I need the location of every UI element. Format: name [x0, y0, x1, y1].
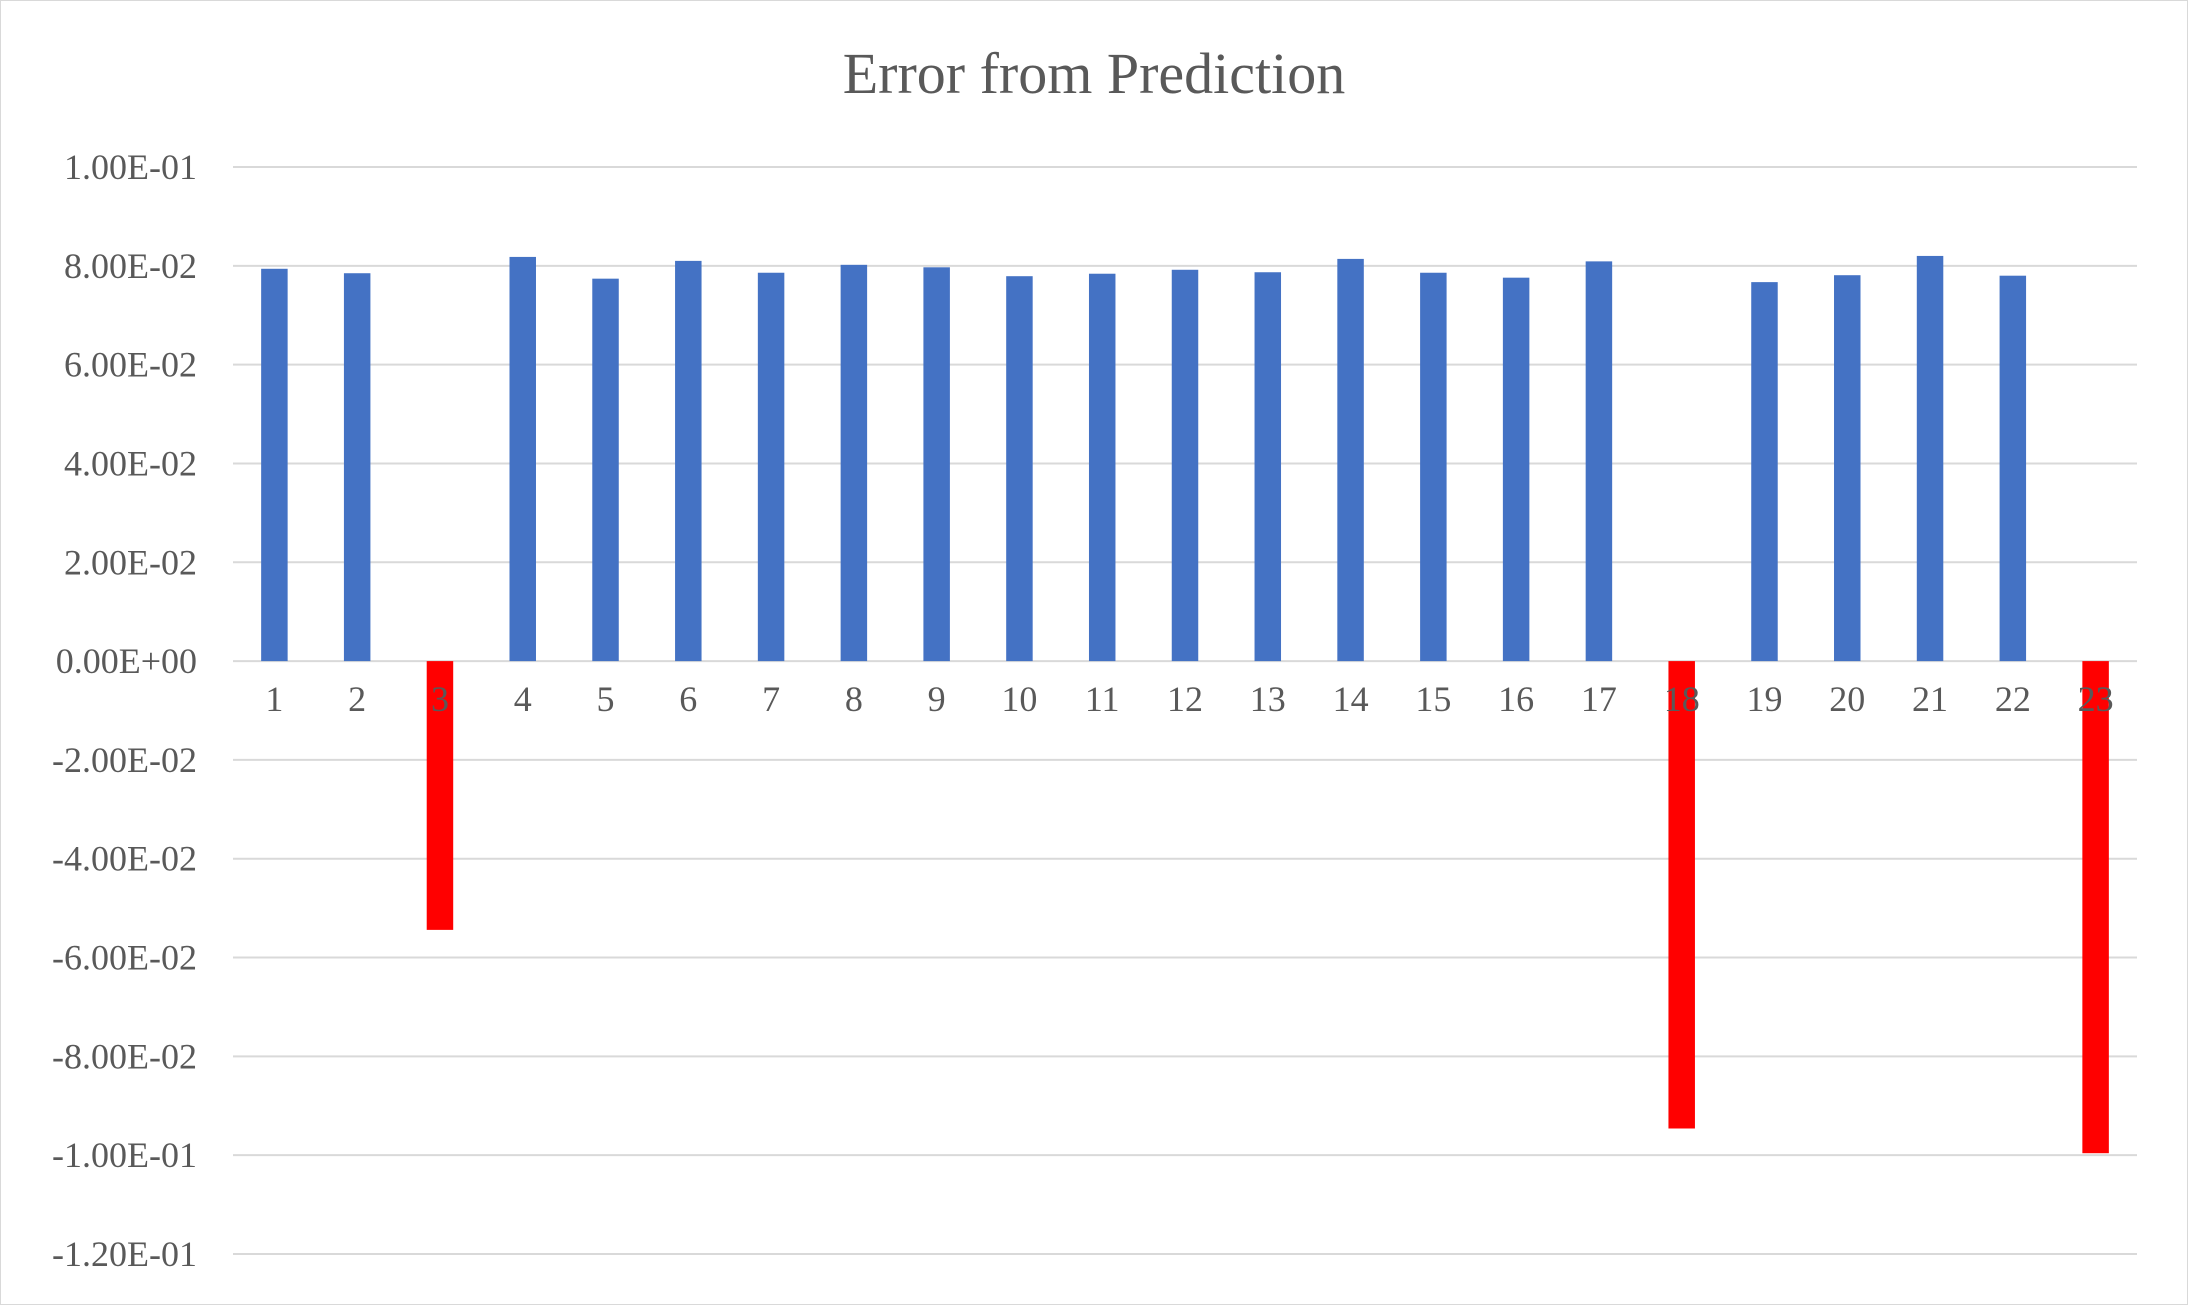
bar-20 [1834, 275, 1861, 662]
x-tick-label: 18 [1664, 679, 1700, 719]
x-tick-label: 6 [679, 679, 697, 719]
bar-11 [1088, 273, 1116, 662]
y-tick-label: -8.00E-02 [52, 1036, 197, 1076]
x-tick-label: 2 [348, 679, 366, 719]
bar-22 [1999, 275, 2027, 662]
x-tick-label: 7 [762, 679, 780, 719]
x-tick-label: 11 [1085, 679, 1120, 719]
y-tick-label: 8.00E-02 [64, 246, 197, 286]
bar-13 [1254, 272, 1282, 662]
x-tick-label: 5 [597, 679, 615, 719]
x-tick-label: 3 [431, 679, 449, 719]
bar-15 [1420, 272, 1447, 662]
y-tick-label: 1.00E-01 [64, 147, 197, 187]
x-tick-label: 23 [2078, 679, 2114, 719]
bar-1 [261, 268, 288, 662]
bar-5 [592, 278, 619, 662]
x-tick-label: 16 [1498, 679, 1534, 719]
x-tick-label: 8 [845, 679, 863, 719]
x-tick-label: 13 [1250, 679, 1286, 719]
bar-16 [1502, 277, 1530, 662]
x-tick-label: 20 [1829, 679, 1865, 719]
bar-17 [1585, 261, 1613, 662]
bar-7 [757, 272, 785, 662]
bar-19 [1751, 282, 1778, 662]
bar-9 [923, 267, 950, 662]
x-tick-label: 4 [514, 679, 532, 719]
bar-14 [1337, 258, 1364, 662]
x-tick-label: 14 [1333, 679, 1369, 719]
bar-4 [509, 256, 536, 662]
bar-23 [2082, 661, 2109, 1154]
x-tick-label: 10 [1001, 679, 1037, 719]
y-tick-label: -1.00E-01 [52, 1135, 197, 1175]
chart-title: Error from Prediction [843, 41, 1346, 106]
bar-12 [1171, 269, 1199, 662]
y-tick-label: 4.00E-02 [64, 443, 197, 483]
x-tick-label: 22 [1995, 679, 2031, 719]
y-tick-label: -1.20E-01 [52, 1234, 197, 1274]
x-tick-label: 17 [1581, 679, 1617, 719]
y-tick-label: -6.00E-02 [52, 938, 197, 978]
x-tick-label: 12 [1167, 679, 1203, 719]
bar-21 [1916, 255, 1944, 662]
bar-3 [426, 661, 454, 930]
x-axis-tick-labels: 1 2 3 4 5 6 7 8 9 10 11 12 13 14 15 16 17 18 19 20 21 22 23 [265, 679, 2113, 719]
bars [261, 255, 2109, 1154]
y-tick-label: 0.00E+00 [56, 641, 197, 681]
y-tick-label: -2.00E-02 [52, 740, 197, 780]
bar-2 [343, 273, 371, 662]
bar-6 [675, 260, 702, 662]
bar-10 [1006, 276, 1033, 662]
x-tick-label: 1 [265, 679, 283, 719]
y-axis-tick-labels: 1.00E-01 8.00E-02 6.00E-02 4.00E-02 2.00E-02… [52, 147, 197, 1274]
y-tick-label: 2.00E-02 [64, 542, 197, 582]
y-tick-label: -4.00E-02 [52, 839, 197, 879]
bar-8 [840, 264, 868, 662]
y-tick-label: 6.00E-02 [64, 345, 197, 385]
x-tick-label: 21 [1912, 679, 1948, 719]
x-tick-label: 9 [928, 679, 946, 719]
bar-18 [1668, 661, 1695, 1129]
x-tick-label: 19 [1746, 679, 1782, 719]
x-tick-label: 15 [1415, 679, 1451, 719]
